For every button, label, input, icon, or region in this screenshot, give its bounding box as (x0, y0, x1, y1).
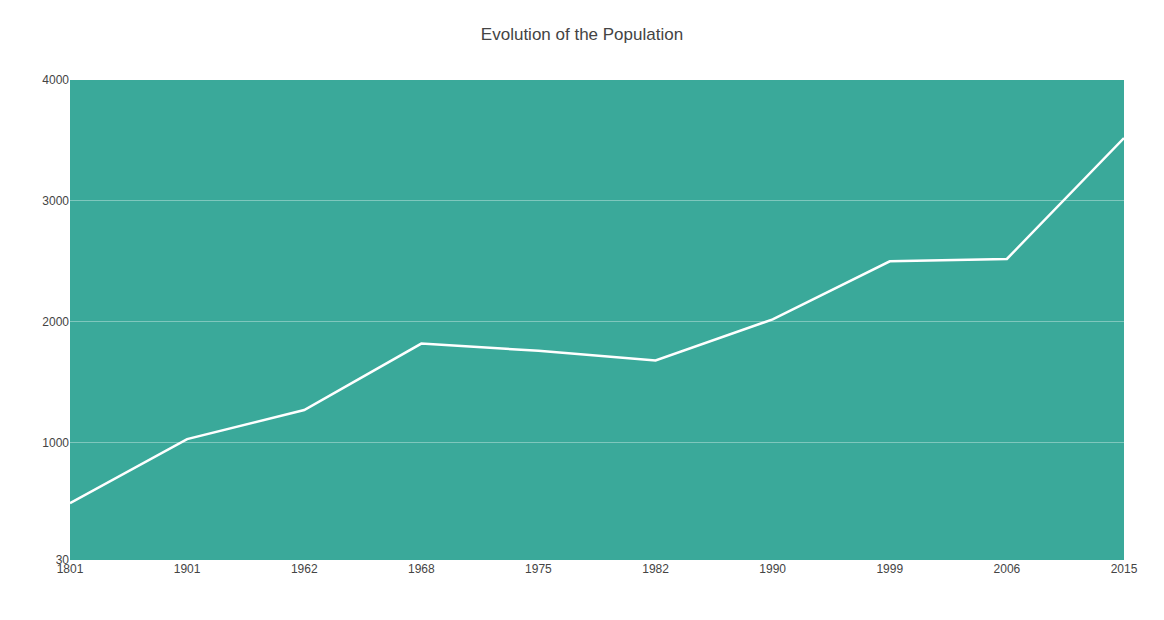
svg-text:1968: 1968 (408, 562, 435, 576)
svg-text:1999: 1999 (876, 562, 903, 576)
svg-text:4000: 4000 (42, 73, 69, 87)
svg-text:2006: 2006 (994, 562, 1021, 576)
svg-text:1901: 1901 (174, 562, 201, 576)
svg-text:1000: 1000 (42, 436, 69, 450)
svg-text:2015: 2015 (1111, 562, 1138, 576)
svg-text:Evolution of the Population: Evolution of the Population (481, 25, 683, 44)
svg-text:1982: 1982 (642, 562, 669, 576)
svg-text:1990: 1990 (759, 562, 786, 576)
svg-text:1801: 1801 (57, 562, 84, 576)
svg-text:2000: 2000 (42, 315, 69, 329)
svg-text:1975: 1975 (525, 562, 552, 576)
svg-text:30: 30 (56, 553, 70, 567)
svg-text:3000: 3000 (42, 194, 69, 208)
svg-text:1962: 1962 (291, 562, 318, 576)
